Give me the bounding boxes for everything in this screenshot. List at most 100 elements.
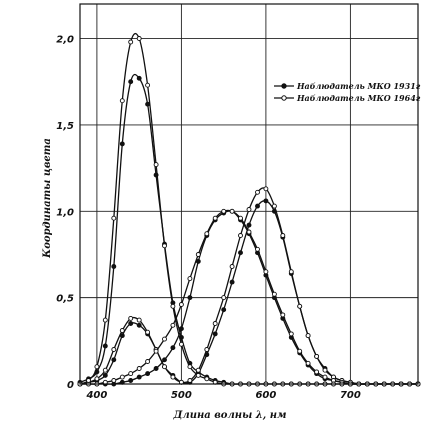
series-2-point	[297, 348, 303, 354]
series-2-point	[102, 317, 108, 323]
series-2-point	[102, 367, 108, 373]
x-tick-label: 400	[85, 390, 107, 401]
x-axis-title: Длина волны λ, нм	[172, 410, 286, 421]
tick-labels: 400 500 600 700 0 0,5 1,0 1,5 2,0	[56, 35, 361, 401]
series-1-point	[119, 141, 125, 147]
series-1-curve-1	[79, 200, 418, 385]
series-2-point	[246, 229, 252, 235]
series-2-point	[322, 374, 328, 380]
plot-frame	[79, 3, 419, 385]
legend-item-1964: Наблюдатель МКО 1964г	[274, 93, 421, 103]
series-1-point	[136, 75, 142, 81]
series-2-point	[263, 269, 269, 275]
series-1-point	[102, 372, 108, 378]
series-2-point	[136, 36, 142, 41]
legend-label-1931: Наблюдатель МКО 1931г	[296, 81, 421, 91]
series-2-point	[221, 295, 227, 301]
series-2-point	[229, 264, 235, 269]
y-tick-label: 1,0	[56, 207, 74, 218]
series-2-point	[271, 291, 277, 297]
legend-label-1964: Наблюдатель МКО 1964г	[296, 93, 421, 103]
y-axis-title: Координаты цвета	[42, 138, 53, 259]
series-2-point	[162, 364, 167, 370]
series-2-point	[170, 303, 176, 309]
series-2-point	[119, 328, 125, 333]
series-2-point	[94, 376, 100, 382]
series-2-point	[238, 233, 243, 238]
series-1-point	[128, 378, 134, 383]
series-1-point	[162, 357, 167, 363]
series-2-point	[255, 189, 260, 195]
series-2-point	[187, 378, 193, 383]
series-2-point	[153, 348, 159, 354]
series-2-point	[305, 333, 311, 339]
x-tick-label: 700	[340, 390, 361, 401]
series-2-point	[111, 347, 117, 352]
series-2-point	[204, 347, 210, 352]
series-2-point	[229, 208, 235, 214]
series-1-point	[136, 374, 142, 380]
legend-marker-filled	[281, 83, 287, 89]
series-2-point	[153, 162, 159, 168]
series-1-curve-3	[79, 73, 418, 385]
series-2-point	[162, 336, 167, 342]
series-1-point	[229, 279, 235, 285]
series-2-point	[238, 215, 243, 221]
series-1-point	[145, 101, 151, 107]
series-2-point	[204, 231, 210, 237]
series-2-point	[280, 312, 286, 318]
series-1-point	[238, 250, 243, 256]
series-2-point	[86, 378, 91, 383]
series-2-point	[178, 302, 184, 307]
series-2-point	[204, 376, 210, 382]
series-2-point	[145, 82, 151, 88]
series-1-point	[187, 295, 193, 301]
legend-item-1931: Наблюдатель МКО 1931г	[274, 81, 421, 91]
series-2-point	[195, 252, 201, 257]
series-1-point	[111, 264, 117, 269]
series-2-point	[305, 360, 311, 366]
series-2-point	[195, 367, 201, 373]
x-tick-label: 500	[171, 390, 192, 401]
series-2-point	[246, 207, 252, 212]
series-2-point	[178, 341, 184, 347]
series-2-point	[94, 364, 100, 370]
series-1-point	[145, 371, 151, 377]
series-2-point	[111, 378, 117, 383]
grid	[80, 4, 418, 384]
legend: Наблюдатель МКО 1931г Наблюдатель МКО 19…	[274, 81, 421, 103]
series-1-point	[128, 79, 134, 85]
x-tick-label: 600	[255, 390, 276, 401]
series-2-point	[145, 329, 151, 335]
series-2-point	[119, 374, 125, 380]
series-2-point	[162, 243, 167, 249]
series-2-point	[263, 186, 269, 192]
legend-marker-open	[281, 95, 287, 101]
series-2-point	[128, 39, 134, 45]
series-2-point	[187, 276, 193, 282]
series-2-point	[145, 359, 151, 364]
series-1-point	[170, 345, 176, 351]
series-2-point	[221, 208, 227, 214]
series-2-point	[187, 364, 193, 370]
series-1-point	[102, 343, 108, 349]
series-2-point	[195, 372, 201, 378]
series-1-point	[153, 366, 159, 371]
series-2-point	[314, 369, 320, 375]
series-2-point	[111, 215, 117, 221]
y-tick-label: 0,5	[56, 294, 74, 305]
series-2-point	[128, 371, 134, 377]
series-2-point	[212, 215, 218, 221]
series-1-point	[263, 198, 269, 204]
series-2-point	[136, 366, 142, 371]
series-2-point	[322, 367, 328, 373]
series-2-point	[119, 98, 125, 104]
y-tick-label: 1,5	[56, 121, 74, 132]
series-1-point	[111, 357, 117, 363]
y-tick-label: 2,0	[56, 35, 74, 46]
series-1-point	[255, 203, 260, 209]
series-2-point	[314, 353, 320, 359]
series-2-point	[255, 246, 260, 252]
series-1-point	[128, 321, 134, 326]
series-2-curve-1	[79, 187, 418, 385]
